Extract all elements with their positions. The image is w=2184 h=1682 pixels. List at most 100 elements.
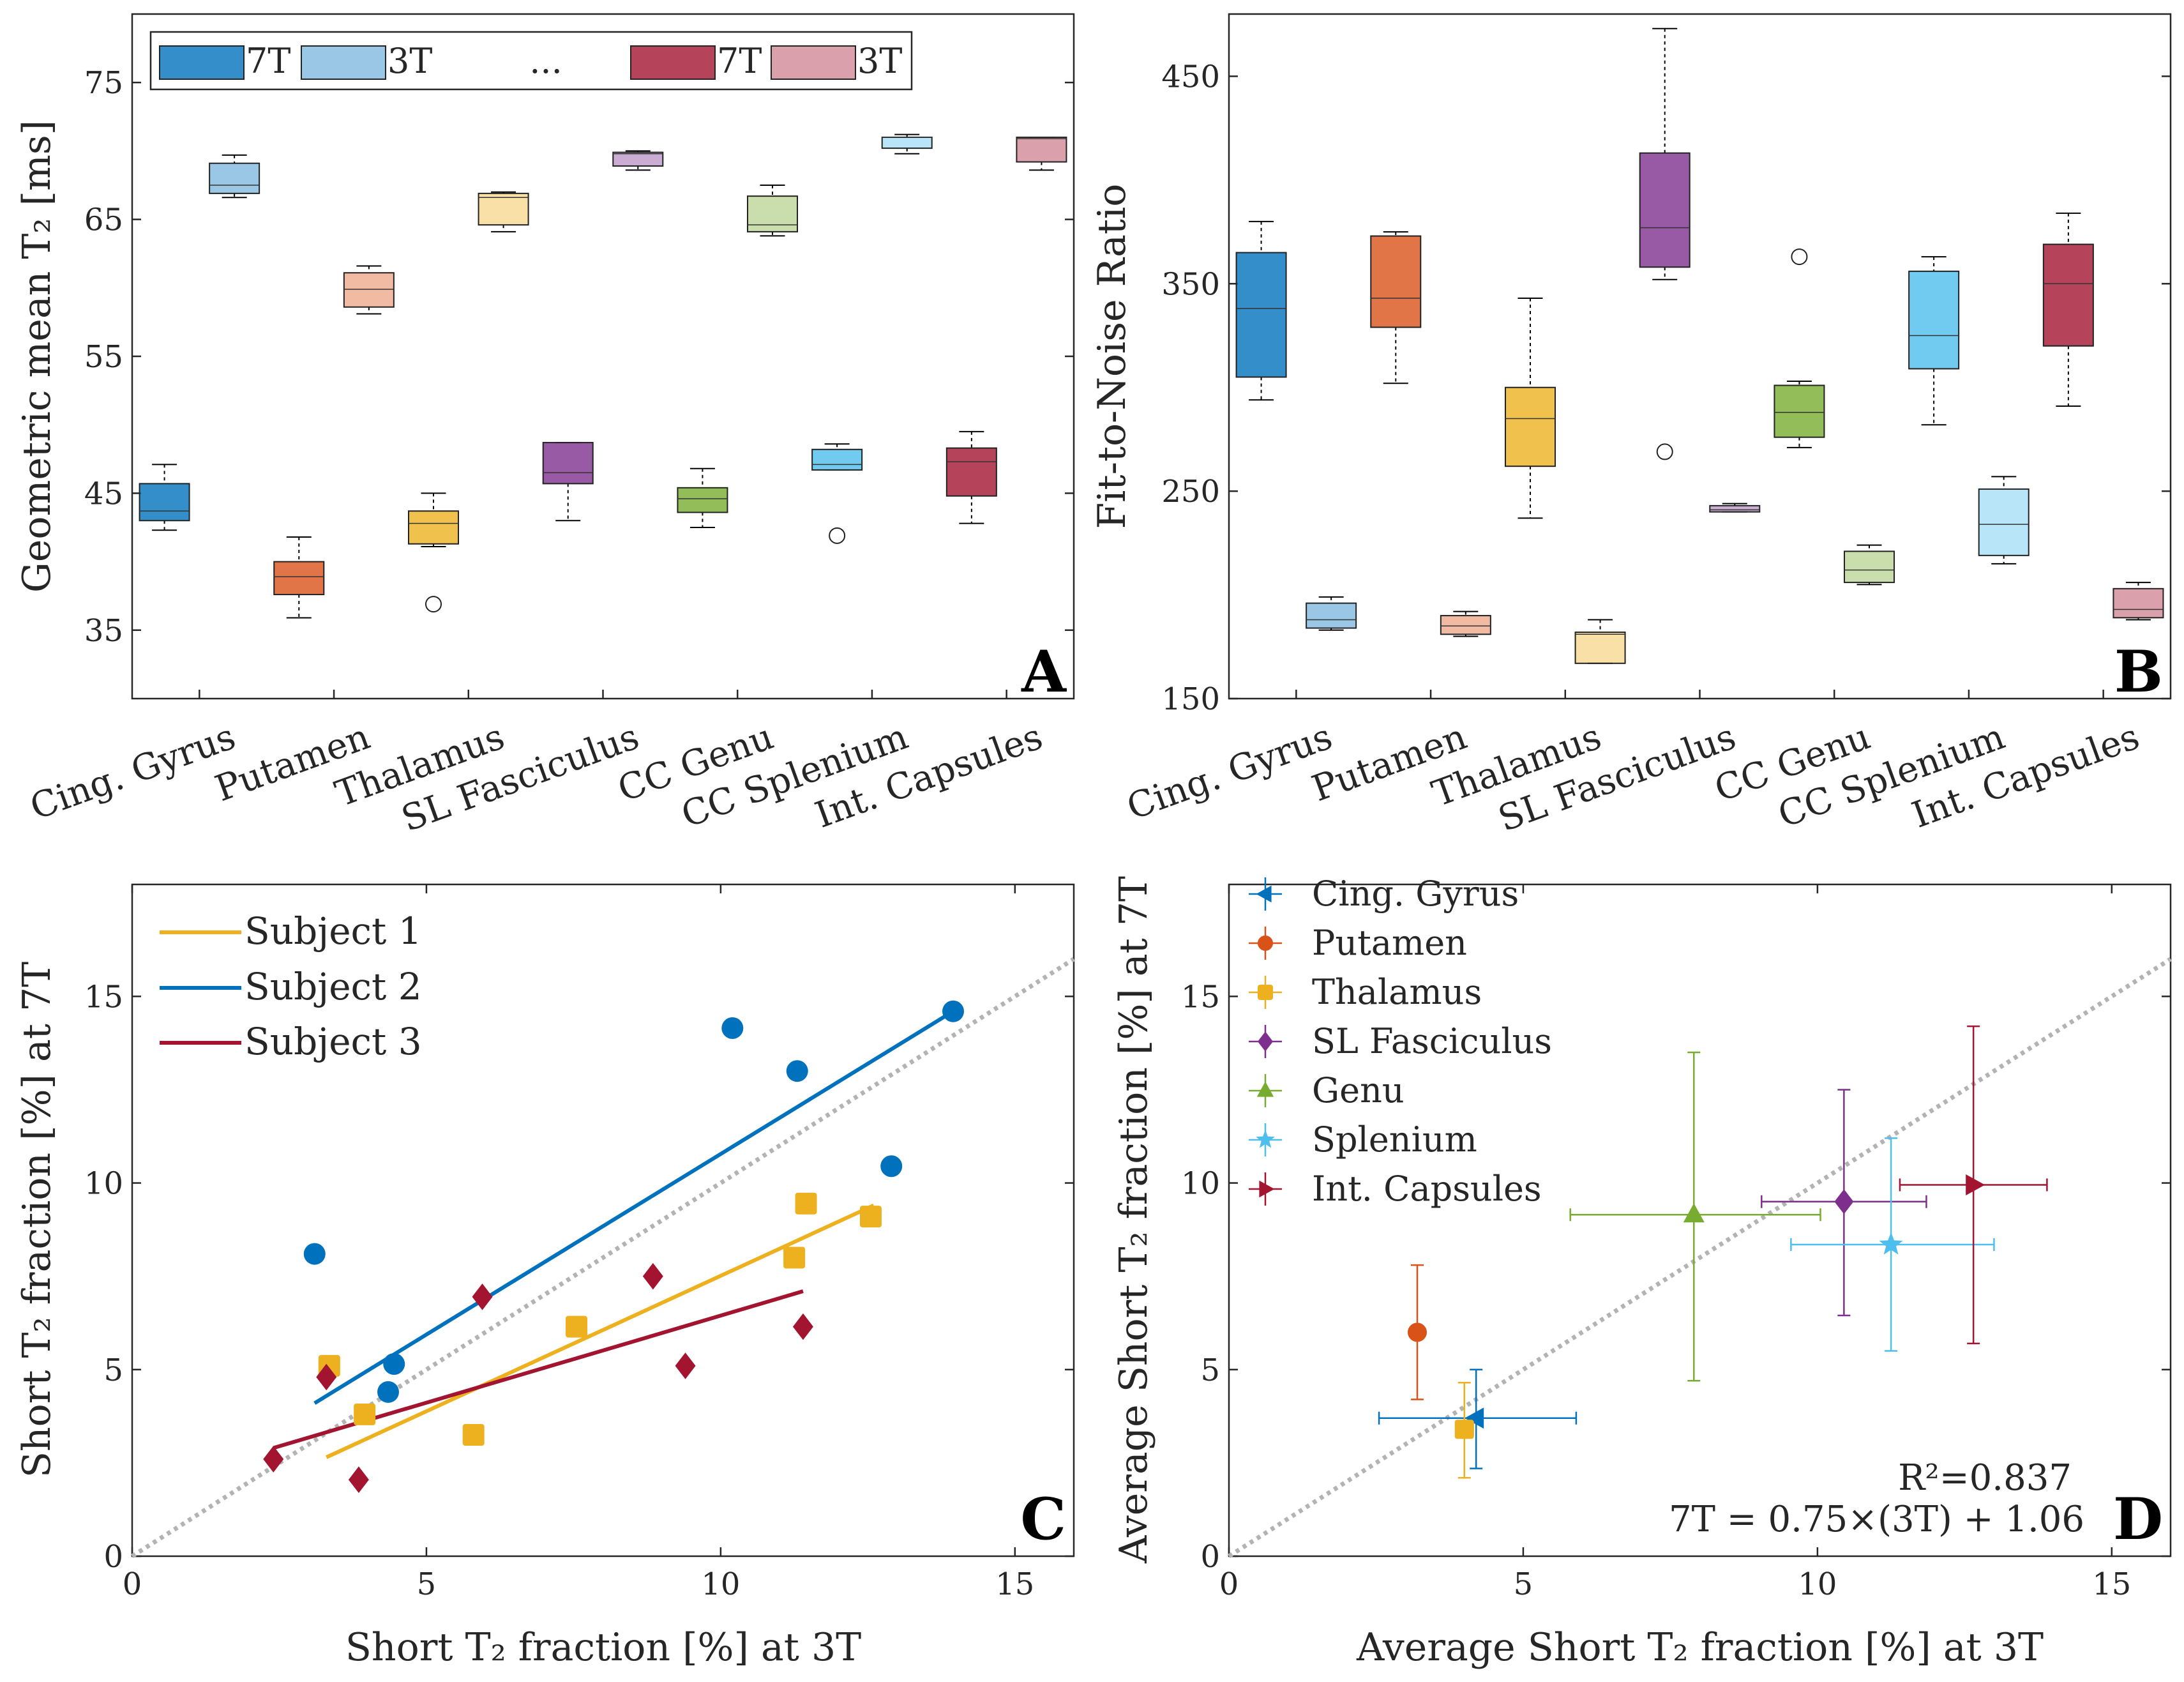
subject-2-point: [721, 1017, 744, 1040]
pB-outlier: [1791, 248, 1808, 266]
pD-ytick-label: 15: [1181, 979, 1220, 1015]
legend-3t-swatch-red: [771, 45, 856, 80]
legend-7t-swatch-red: [630, 45, 716, 80]
panel-d-legend: Cing. Gyrus Putamen Thalamus SL Fasciculus G…: [1249, 874, 1552, 1209]
panel-a-label: A: [1021, 638, 1067, 706]
region-point-marker: [1834, 1189, 1854, 1215]
panel-c-axes-box: [131, 883, 1075, 1557]
region-point-marker: [1879, 1232, 1903, 1255]
region-point-marker: [1454, 1420, 1474, 1439]
legend-7t-label-1: 7T: [246, 41, 290, 81]
pC-ytick-label: 10: [84, 1166, 123, 1202]
region-errorbar-group: [1790, 1137, 1995, 1352]
pA-box: [1016, 136, 1067, 163]
subject-1-point: [566, 1315, 588, 1338]
pB-box: [1639, 152, 1691, 268]
pB-box: [1574, 632, 1626, 664]
pA-box: [139, 483, 190, 522]
subject-2-point: [786, 1060, 808, 1082]
subject-2-fit-line: [313, 1010, 954, 1405]
panel-b-axes-box: [1228, 13, 2172, 700]
pA-box: [273, 561, 325, 596]
region-point-marker: [1465, 1407, 1484, 1429]
pA-category-label: Cing. Gyrus: [25, 716, 241, 828]
pB-outlier: [1656, 443, 1673, 460]
legend-7t-label-2: 7T: [717, 41, 762, 81]
subject-1-point: [859, 1206, 882, 1228]
panel-c-label: C: [1020, 1485, 1066, 1553]
subject-3-point: [472, 1284, 493, 1310]
subject-1-fit-line: [325, 1203, 875, 1459]
panel-d-xlabel: Average Short T₂ fraction [%] at 3T: [1356, 1625, 2044, 1670]
panel-c-legend: Subject 1 Subject 2 Subject 3: [160, 909, 422, 1063]
panel-d-label: D: [2113, 1485, 2163, 1553]
panel-c-ylabel: Short T₂ fraction [%] at 7T: [15, 962, 59, 1478]
pA-ytick-label: 45: [84, 476, 123, 511]
legend-marker: [1258, 936, 1273, 951]
legend-marker: [1256, 1130, 1275, 1148]
pA-box: [881, 136, 933, 149]
panel-c-xlabel: Short T₂ fraction [%] at 3T: [345, 1625, 861, 1670]
panel-a-legend: 7T 3T ... 7T 3T: [149, 31, 913, 91]
subject-3-fit-line: [273, 1289, 804, 1450]
pB-box: [1709, 504, 1761, 513]
pC-ytick-label: 15: [84, 979, 123, 1015]
legend-marker: [1256, 1081, 1274, 1097]
region-errorbar-group: [1378, 1368, 1578, 1469]
pA-box: [209, 162, 260, 194]
legend-3t-label-1: 3T: [388, 41, 432, 81]
pB-box: [1774, 384, 1825, 438]
region-point-marker: [1408, 1322, 1427, 1342]
pB-box: [2042, 243, 2094, 347]
subject-2-point: [377, 1381, 400, 1403]
pA-outlier: [829, 527, 846, 544]
pA-box: [408, 510, 459, 545]
pB-box: [1440, 615, 1491, 635]
pA-box: [478, 192, 529, 226]
pC-xtick-label: 15: [995, 1566, 1034, 1602]
legend-region-label: Int. Capsules: [1312, 1169, 1542, 1209]
pB-box: [1235, 252, 1287, 378]
legend-marker: [1258, 985, 1273, 1000]
pC-xtick-label: 10: [701, 1566, 740, 1602]
pA-box: [542, 442, 594, 485]
pD-ytick-label: 0: [1200, 1539, 1220, 1575]
pC-xtick-label: 0: [123, 1566, 142, 1602]
legend-region-label: Genu: [1312, 1070, 1405, 1110]
panel-d-r2-annotation: R²=0.837: [1898, 1457, 2072, 1499]
pA-box: [811, 448, 863, 471]
region-errorbar-group: [1408, 1264, 1427, 1400]
legend-region-label: SL Fasciculus: [1312, 1021, 1552, 1061]
pD-xtick-label: 0: [1219, 1566, 1239, 1602]
region-point-marker: [1683, 1203, 1705, 1223]
pB-box: [1844, 550, 1895, 584]
region-errorbar-group: [1569, 1051, 1821, 1382]
subject-3-point: [263, 1446, 284, 1473]
subject-3-point: [316, 1363, 337, 1391]
pD-xtick-label: 10: [1798, 1566, 1837, 1602]
pB-ytick-label: 450: [1161, 59, 1220, 95]
pA-box: [945, 447, 997, 497]
pB-ytick-label: 150: [1161, 681, 1220, 717]
pB-box: [1908, 270, 1960, 370]
pA-box: [677, 487, 728, 513]
legend-3t-label-2: 3T: [857, 41, 902, 81]
pB-box: [2112, 587, 2164, 619]
pA-box: [612, 151, 664, 167]
subject-3-point: [348, 1466, 369, 1493]
pA-ytick-label: 55: [84, 339, 123, 375]
pB-box: [1306, 602, 1357, 629]
panel-d-fit-annotation: 7T = 0.75×(3T) + 1.06: [1669, 1499, 2084, 1540]
panel-c-identity-line: [131, 957, 1075, 1558]
legend-subject-3: Subject 3: [245, 1020, 422, 1063]
subject-1-point: [795, 1192, 817, 1215]
pA-ytick-label: 65: [84, 202, 123, 238]
subject-3-point: [792, 1313, 813, 1340]
pC-ytick-label: 5: [103, 1352, 123, 1388]
panel-a-ylabel: Geometric mean T₂ [ms]: [15, 120, 59, 593]
pA-box: [747, 195, 798, 232]
panel-a-axes-box: [131, 13, 1075, 700]
subject-3-point: [642, 1262, 663, 1290]
